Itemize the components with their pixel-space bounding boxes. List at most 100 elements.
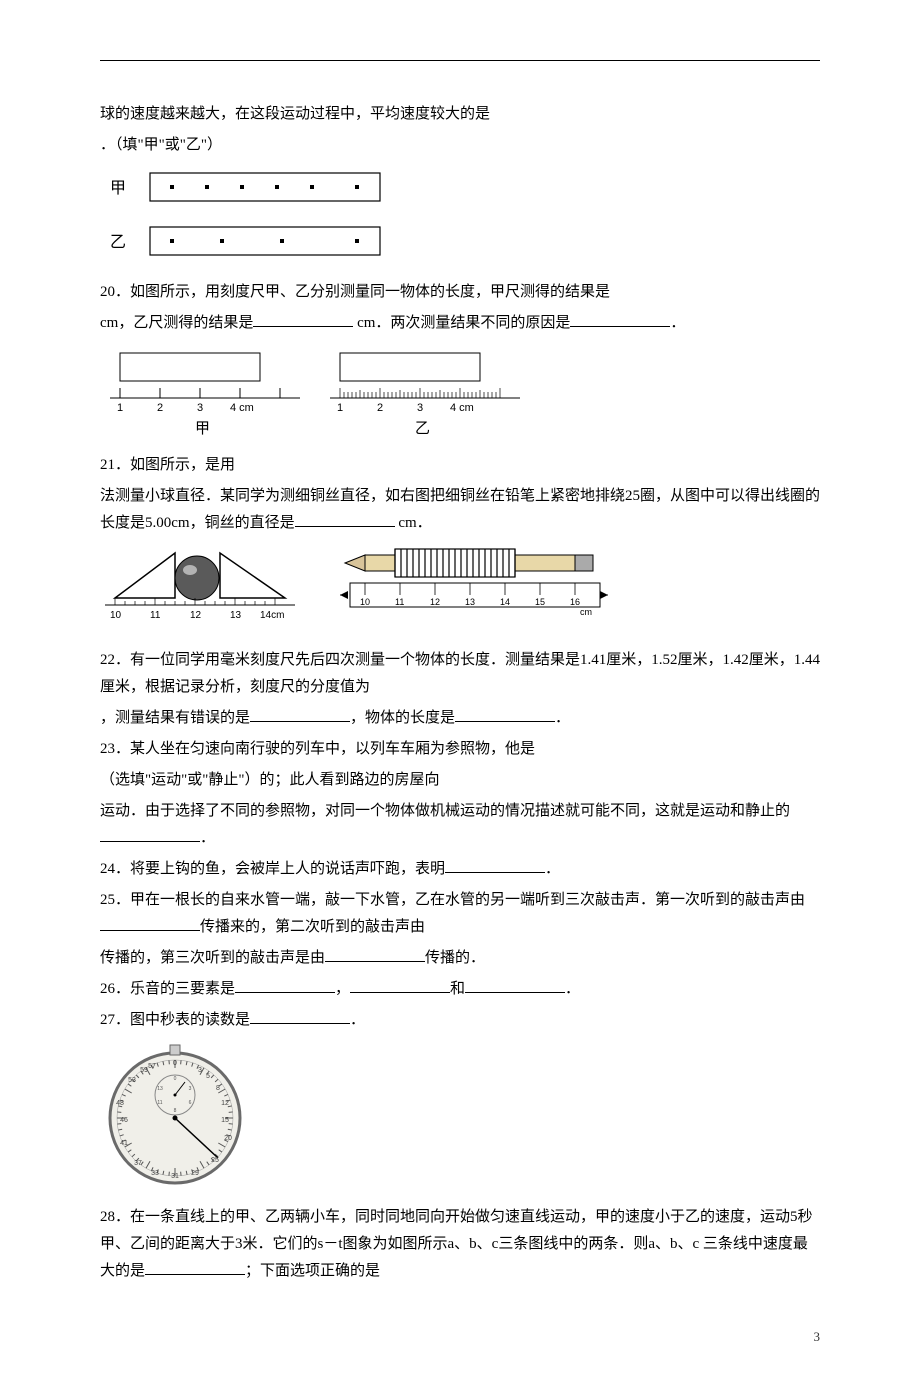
q27-blank <box>250 1008 350 1024</box>
svg-text:0: 0 <box>173 1060 177 1067</box>
q25-blank2 <box>325 946 425 962</box>
svg-text:3: 3 <box>197 402 203 414</box>
svg-text:3: 3 <box>198 1067 202 1074</box>
svg-text:15: 15 <box>535 597 545 607</box>
svg-text:6: 6 <box>189 1100 192 1106</box>
svg-text:33: 33 <box>151 1170 159 1177</box>
q23-line2: （选填"运动"或"静止"）的；此人看到路边的房屋向 <box>100 767 820 794</box>
svg-text:37: 37 <box>134 1160 142 1167</box>
svg-text:53: 53 <box>128 1077 136 1084</box>
svg-text:11: 11 <box>157 1100 162 1106</box>
svg-text:57: 57 <box>148 1063 156 1070</box>
q21-left-fig: 1011121314cm <box>100 543 300 633</box>
q24-b: ． <box>545 861 560 877</box>
q25-line1: 25．甲在一根长的自来水管一端，敲一下水管，乙在水管的另一端听到三次敲击声．第一… <box>100 887 820 941</box>
svg-text:31: 31 <box>171 1173 179 1180</box>
svg-text:3: 3 <box>417 402 423 414</box>
svg-text:8: 8 <box>216 1085 220 1092</box>
q26-a: 26．乐音的三要素是 <box>100 981 235 997</box>
q20-line1: 20．如图所示，用刻度尺甲、乙分别测量同一物体的长度，甲尺测得的结果是 <box>100 279 820 306</box>
svg-text:16: 16 <box>570 597 580 607</box>
svg-text:12: 12 <box>221 1100 229 1107</box>
svg-text:13: 13 <box>230 610 242 621</box>
q25-l1a: 25．甲在一根长的自来水管一端，敲一下水管，乙在水管的另一端听到三次敲击声．第一… <box>100 892 805 908</box>
svg-text:1: 1 <box>337 402 343 414</box>
svg-text:10: 10 <box>360 597 370 607</box>
svg-text:甲: 甲 <box>195 421 210 437</box>
q23-b: ． <box>200 830 215 846</box>
q19-label-yi: 乙 <box>110 234 126 251</box>
q21-blank <box>295 511 395 527</box>
q22-a: ，测量结果有错误的是 <box>100 710 250 726</box>
q25-l1b: 传播来的，第二次听到的敲击声由 <box>200 919 425 935</box>
q23-blank <box>100 826 200 842</box>
page-number: 3 <box>100 1325 820 1348</box>
svg-text:2: 2 <box>157 402 163 414</box>
q22-blank1 <box>250 706 350 722</box>
svg-text:1: 1 <box>117 402 123 414</box>
q21-line2: 法测量小球直径．某同学为测细铜丝直径，如右图把细铜丝在铅笔上紧密地排绕25圈，从… <box>100 483 820 537</box>
q20-l2c: ． <box>670 315 685 331</box>
q25-blank1 <box>100 915 200 931</box>
q23-line3: 运动．由于选择了不同的参照物，对同一个物体做机械运动的情况描述就可能不同，这就是… <box>100 798 820 852</box>
svg-text:14: 14 <box>500 597 510 607</box>
svg-text:cm: cm <box>580 607 592 617</box>
q26-blank3 <box>465 977 565 993</box>
q27-stopwatch: 0 15 31 46 38 2025 29 3337 4148 5357 512… <box>100 1040 820 1190</box>
svg-text:3: 3 <box>189 1086 192 1092</box>
q21-right-fig: 10 11 12 13 14 15 16 cm <box>340 543 610 633</box>
q26: 26．乐音的三要素是，和． <box>100 976 820 1003</box>
svg-text:4 cm: 4 cm <box>450 402 474 414</box>
q24-a: 24．将要上钩的鱼，会被岸上人的说话声吓跑，表明 <box>100 861 445 877</box>
svg-text:12: 12 <box>190 610 202 621</box>
svg-text:41: 41 <box>120 1140 128 1147</box>
svg-text:13: 13 <box>465 597 475 607</box>
svg-text:5: 5 <box>206 1073 210 1080</box>
svg-text:11: 11 <box>395 597 404 607</box>
q19-line2: ．（填"甲"或"乙"） <box>100 132 820 159</box>
q20-blank2 <box>570 311 670 327</box>
svg-text:29: 29 <box>191 1170 199 1177</box>
q22-blank2 <box>455 706 555 722</box>
q23-a: 运动．由于选择了不同的参照物，对同一个物体做机械运动的情况描述就可能不同，这就是… <box>100 803 790 819</box>
q19-figure: 甲 乙 <box>100 165 820 265</box>
q28-b: ；下面选项正确的是 <box>245 1263 380 1279</box>
svg-text:2: 2 <box>377 402 383 414</box>
q24-blank <box>445 857 545 873</box>
q27: 27．图中秒表的读数是 ． <box>100 1007 820 1034</box>
page-top-rule <box>100 60 820 61</box>
q20-figure: 1 2 3 4 cm 甲 1 2 3 4 cm 乙 <box>100 343 820 438</box>
svg-text:46: 46 <box>120 1117 128 1124</box>
svg-text:4 cm: 4 cm <box>230 402 254 414</box>
svg-text:11: 11 <box>150 610 161 621</box>
svg-text:乙: 乙 <box>415 421 430 437</box>
q21-figure: 1011121314cm 10111213141516 cm <box>100 543 820 633</box>
q21-l2e: cm． <box>395 515 432 531</box>
q26-blank1 <box>235 977 335 993</box>
svg-text:13: 13 <box>157 1086 163 1092</box>
svg-text:25: 25 <box>211 1157 219 1164</box>
q21-line1: 21．如图所示，是用 <box>100 452 820 479</box>
q25-l2a: 传播的，第三次听到的敲击声是由 <box>100 950 325 966</box>
svg-text:20: 20 <box>224 1135 232 1142</box>
svg-text:59: 59 <box>140 1067 148 1074</box>
q26-b: ， <box>335 981 350 997</box>
svg-text:14cm: 14cm <box>260 610 284 621</box>
q22-c: ． <box>555 710 570 726</box>
q21-l2: 法测量小球直径．某同学为测细铜丝直径，如右图把细铜丝在铅笔上紧密地排绕25圈，从… <box>100 488 820 531</box>
q24: 24．将要上钩的鱼，会被岸上人的说话声吓跑，表明 ． <box>100 856 820 883</box>
svg-text:0: 0 <box>174 1076 177 1082</box>
q28-line1: 28．在一条直线上的甲、乙两辆小车，同时同地同向开始做匀速直线运动，甲的速度小于… <box>100 1204 820 1285</box>
q27-a: 27．图中秒表的读数是 <box>100 1012 250 1028</box>
q27-b: ． <box>350 1012 365 1028</box>
svg-text:8: 8 <box>174 1108 177 1114</box>
q26-blank2 <box>350 977 450 993</box>
q20-line2: cm，乙尺测得的结果是 cm．两次测量结果不同的原因是． <box>100 310 820 337</box>
q22-b: ，物体的长度是 <box>350 710 455 726</box>
q25-line2: 传播的，第三次听到的敲击声是由传播的． <box>100 945 820 972</box>
svg-text:12: 12 <box>430 597 440 607</box>
q22-line2: ，测量结果有错误的是 ，物体的长度是 ． <box>100 705 820 732</box>
q26-d: ． <box>565 981 580 997</box>
svg-text:15: 15 <box>221 1117 229 1124</box>
q23-line1: 23．某人坐在匀速向南行驶的列车中，以列车车厢为参照物，他是 <box>100 736 820 763</box>
